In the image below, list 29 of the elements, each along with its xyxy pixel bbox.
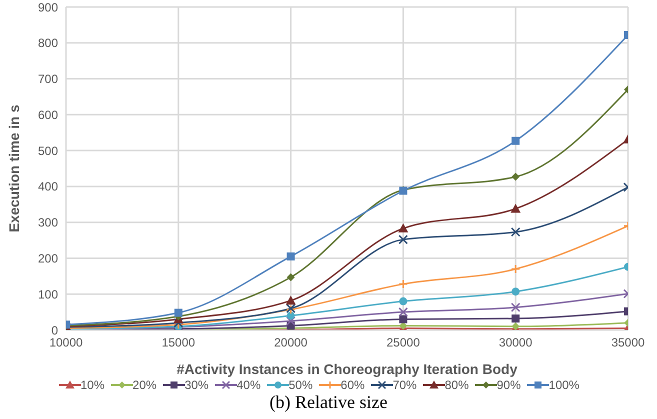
y-tick-label: 0 (51, 323, 58, 338)
y-tick-label: 500 (38, 144, 58, 158)
x-tick-label: 30000 (498, 336, 533, 350)
legend-label: 30% (184, 378, 209, 392)
y-axis-title: Execution time in s (6, 104, 22, 232)
y-tick-label: 900 (38, 0, 58, 14)
x-tick-label: 35000 (611, 336, 646, 350)
y-tick-label: 300 (38, 216, 58, 230)
legend-label: 40% (236, 378, 261, 392)
x-tick-label: 25000 (386, 336, 420, 350)
legend-label: 100% (548, 378, 580, 392)
legend-label: 80% (444, 378, 469, 392)
legend-label: 10% (80, 378, 105, 392)
legend-label: 70% (392, 378, 417, 392)
y-tick-label: 600 (38, 108, 58, 122)
text: (b) Relative size (268, 392, 388, 413)
x-tick-label: 15000 (162, 336, 196, 350)
legend-label: 50% (288, 378, 313, 392)
y-tick-label: 800 (38, 36, 58, 50)
legend-label: 90% (496, 378, 521, 392)
x-tick-label: 10000 (49, 336, 84, 350)
y-tick-label: 400 (38, 180, 58, 194)
y-tick-label: 100 (38, 287, 58, 302)
legend-label: 20% (132, 378, 157, 392)
x-tick-label: 20000 (274, 336, 308, 350)
y-tick-label: 200 (38, 251, 58, 266)
legend-label: 60% (340, 378, 365, 392)
x-axis-title: #Activity Instances in Choreography Iteration Body (176, 361, 518, 377)
y-tick-label: 700 (38, 72, 58, 86)
